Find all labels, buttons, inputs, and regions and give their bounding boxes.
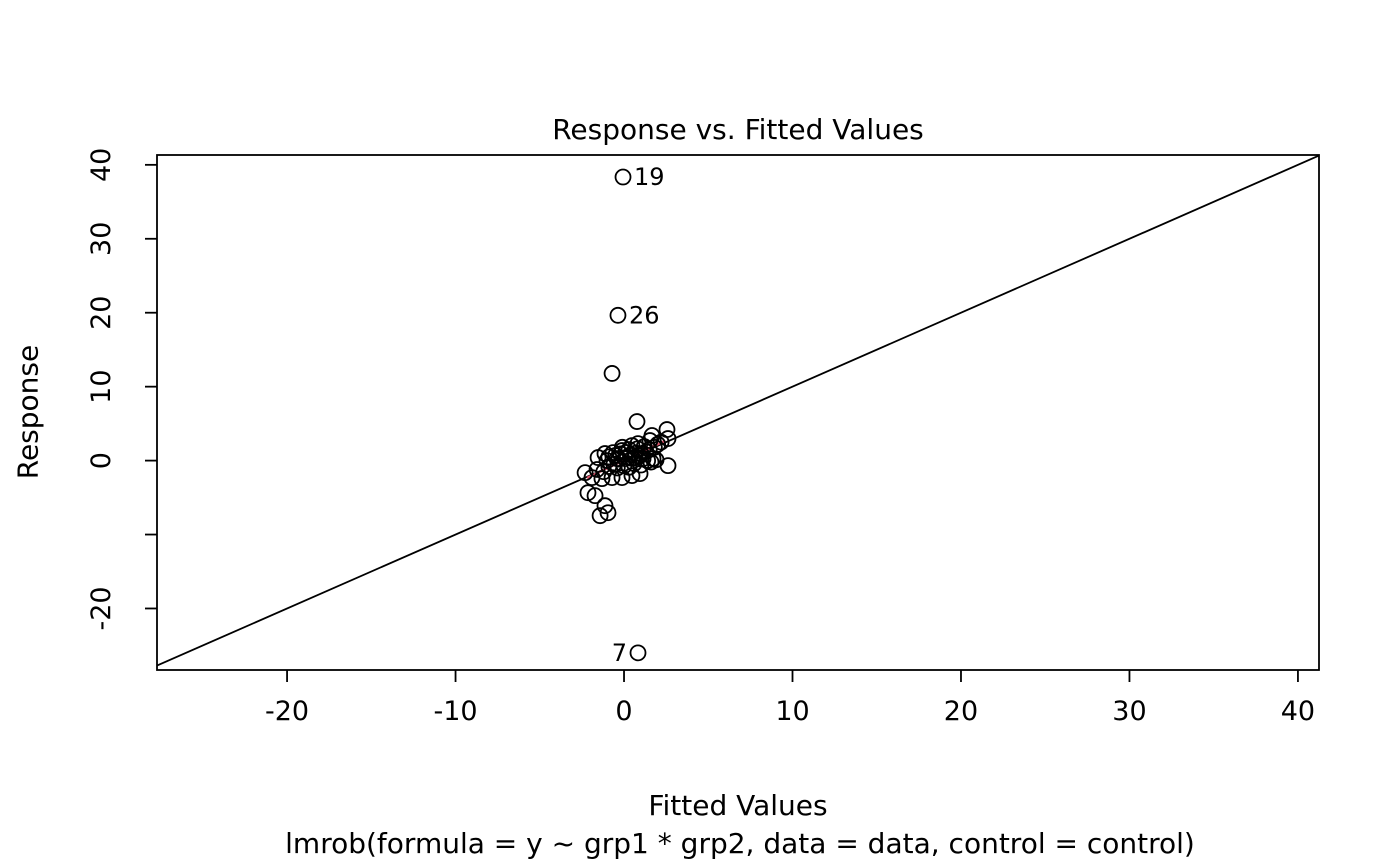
data-point (613, 438, 631, 456)
y-tick-label: 0 (86, 452, 117, 469)
data-point (588, 461, 606, 478)
data-point (591, 507, 609, 525)
y-tick-label: -20 (86, 586, 117, 630)
outlier-point (629, 644, 647, 662)
data-point (639, 452, 657, 469)
data-point (652, 433, 670, 451)
identity-line (156, 154, 1320, 667)
x-tick-label: 10 (775, 696, 809, 727)
y-tick-label: 40 (86, 148, 117, 182)
outlier-label: 19 (634, 163, 665, 191)
data-point (586, 487, 604, 505)
chart-title: Response vs. Fitted Values (552, 113, 924, 146)
data-point (589, 449, 607, 466)
y-tick-label: 20 (86, 296, 117, 330)
data-point (595, 463, 613, 481)
data-point (603, 365, 621, 382)
x-tick-label: 20 (944, 696, 978, 727)
y-tick-label: 10 (86, 369, 117, 403)
data-point (620, 458, 638, 476)
data-point (579, 484, 597, 502)
x-tick-label: -20 (265, 696, 309, 727)
plot-frame (156, 154, 1320, 671)
x-tick-label: 40 (1281, 696, 1315, 727)
x-tick-label: -10 (433, 696, 477, 727)
outlier-point (609, 306, 627, 324)
x-axis-label: Fitted Values (648, 789, 828, 822)
data-point (603, 469, 621, 487)
data-point (599, 504, 617, 522)
y-axis-label: Response (11, 344, 45, 480)
y-tick-label: 30 (86, 222, 117, 256)
model-call-subtitle: lmrob(formula = y ~ grp1 * grp2, data = … (285, 827, 1195, 860)
data-point (647, 451, 665, 469)
outlier-label: 7 (612, 639, 627, 667)
outlier-point (614, 168, 632, 186)
x-tick-label: 0 (615, 696, 632, 727)
outlier-label: 26 (629, 301, 660, 329)
x-tick-label: 30 (1112, 696, 1146, 727)
data-point (628, 413, 646, 430)
